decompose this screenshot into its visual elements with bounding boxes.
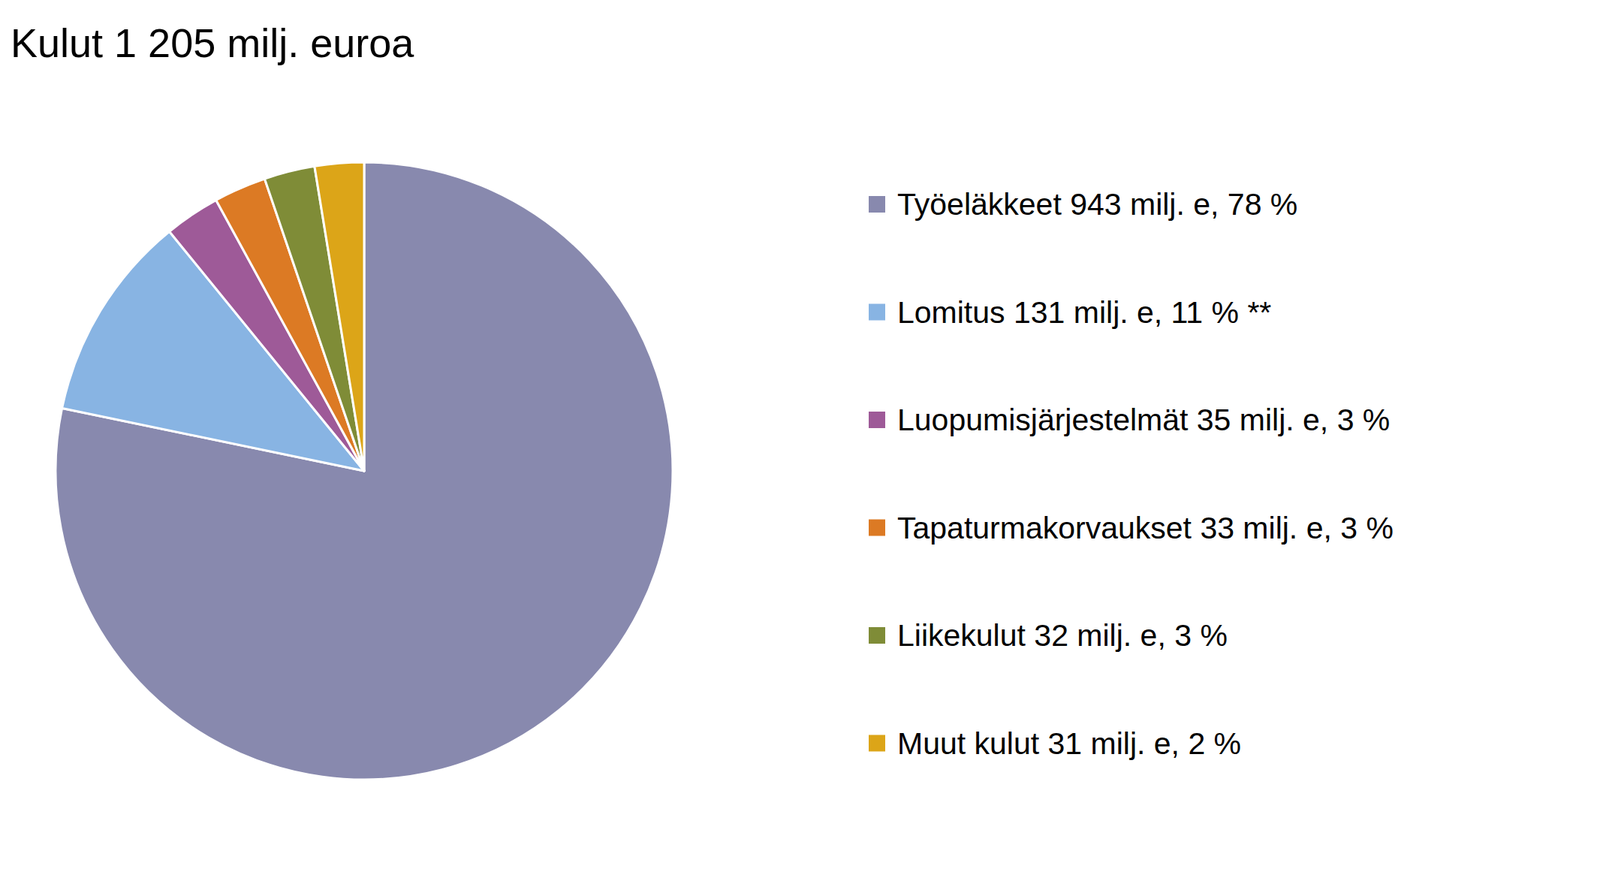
legend-swatch: [868, 304, 886, 321]
legend-category: Luopumisjärjestelmät: [897, 402, 1189, 437]
legend-value: 32 milj. e, 3 %: [1033, 617, 1228, 653]
title: Kulut 1 205 milj. euroa: [10, 20, 415, 66]
legend-category: Tapaturmakorvaukset: [897, 510, 1193, 546]
legend-category: Liikekulut: [897, 617, 1027, 653]
legend-value: 131 milj. e, 11 % **: [1013, 295, 1272, 330]
slice: [55, 162, 673, 780]
legend-swatch: [868, 735, 886, 752]
legend-value: 943 milj. e, 78 %: [1069, 186, 1298, 222]
legend-value: 33 milj. e, 3 %: [1199, 510, 1394, 546]
pie: [55, 162, 673, 780]
legend-label: Lomitus 131 milj. e, 11 % **: [897, 295, 1272, 330]
chart: Kulut 1 205 milj. euroa Työeläkkeet 943 m…: [0, 0, 1600, 875]
legend-swatch: [868, 195, 886, 213]
legend-swatch: [868, 626, 886, 644]
legend: Työeläkkeet 943 milj. e, 78 % Lomitus 131…: [868, 186, 1394, 761]
legend-category: Muut kulut: [897, 726, 1040, 761]
legend-category: Työeläkkeet: [897, 186, 1062, 222]
legend-label: Työeläkkeet 943 milj. e, 78 %: [897, 186, 1298, 222]
legend-label: Luopumisjärjestelmät 35 milj. e, 3 %: [897, 402, 1390, 437]
legend-value: 31 milj. e, 2 %: [1048, 726, 1242, 761]
legend-category: Lomitus: [897, 295, 1006, 330]
legend-value: 35 milj. e, 3 %: [1196, 402, 1391, 437]
legend-label: Liikekulut 32 milj. e, 3 %: [897, 617, 1228, 653]
slice: [314, 162, 365, 471]
legend-swatch: [868, 519, 886, 537]
legend-label: Muut kulut 31 milj. e, 2 %: [897, 726, 1242, 761]
legend-label: Tapaturmakorvaukset 33 milj. e, 3 %: [897, 510, 1394, 546]
legend-swatch: [868, 411, 886, 428]
